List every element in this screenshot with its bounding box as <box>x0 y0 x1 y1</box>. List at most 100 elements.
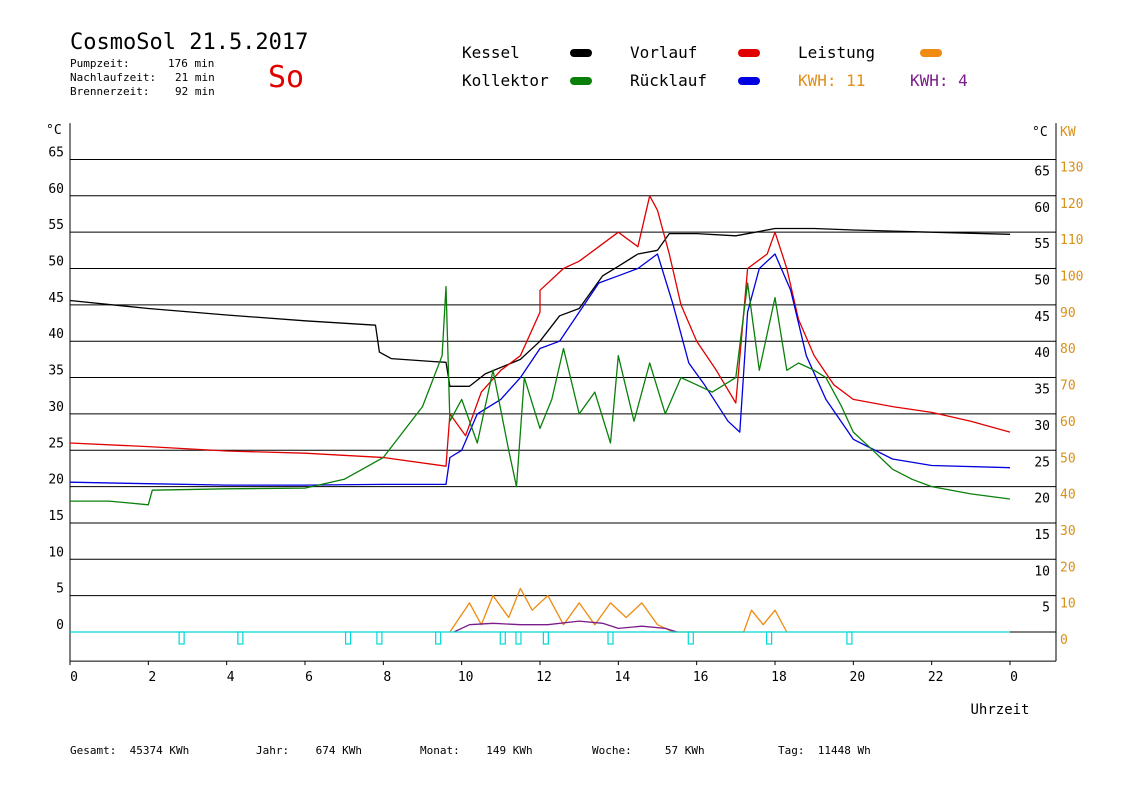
legend-ruecklauf-label: Rücklauf <box>630 71 708 90</box>
stat-brennerzeit-value: 92 min <box>175 85 215 98</box>
pump-pulse-11 <box>846 631 853 645</box>
y-tick-right-40: 40 <box>1034 346 1050 361</box>
y-tick-power-120: 120 <box>1060 197 1083 212</box>
legend-leistung-swatch <box>920 49 942 57</box>
x-tick-12: 0 <box>1010 670 1018 685</box>
legend-kollektor-label: Kollektor <box>462 71 549 90</box>
weekday-label: So <box>268 60 305 95</box>
chart-title: CosmoSol 21.5.2017 <box>70 30 309 55</box>
y-tick-power-50: 50 <box>1060 451 1076 466</box>
y-tick-right-60: 60 <box>1034 201 1050 216</box>
footer-monat: Monat: 149 KWh <box>420 744 533 757</box>
x-tick-6: 12 <box>536 670 552 685</box>
x-tick-3: 6 <box>305 670 313 685</box>
x-tick-11: 22 <box>928 670 944 685</box>
y-tick-right-30: 30 <box>1034 419 1050 434</box>
y-tick-power-20: 20 <box>1060 560 1076 575</box>
x-tick-7: 14 <box>615 670 631 685</box>
pump-pulse-9 <box>687 631 694 645</box>
pump-pulse-1 <box>237 631 244 645</box>
stat-pumpzeit-label: Pumpzeit: <box>70 57 130 70</box>
y-tick-right-15: 15 <box>1034 528 1050 543</box>
footer-gesamt: Gesamt: 45374 KWh <box>70 744 190 757</box>
x-tick-1: 2 <box>148 670 156 685</box>
y-tick-left-40: 40 <box>48 327 64 342</box>
y-tick-left-0: 0 <box>56 618 64 633</box>
y-tick-left-55: 55 <box>48 218 64 233</box>
pump-pulse-0 <box>178 631 185 645</box>
y-tick-right-5: 5 <box>1042 601 1050 616</box>
y-tick-right-50: 50 <box>1034 274 1050 289</box>
legend-kwh-orange: KWH: 11 <box>798 71 866 90</box>
pump-pulse-4 <box>435 631 442 645</box>
series-line-0 <box>69 227 1011 387</box>
y-tick-power-30: 30 <box>1060 524 1076 539</box>
pump-pulse-7 <box>542 631 549 645</box>
legend-kwh-purple: KWH: 4 <box>910 71 968 90</box>
legend-vorlauf-label: Vorlauf <box>630 43 698 62</box>
y-tick-left-60: 60 <box>48 182 64 197</box>
pump-pulse-3 <box>376 631 383 645</box>
y-tick-left-15: 15 <box>48 509 64 524</box>
series-line-3 <box>70 282 1011 506</box>
legend-kollektor-swatch <box>570 77 592 85</box>
pump-pulse-2 <box>344 631 352 645</box>
y-tick-left-20: 20 <box>48 473 64 488</box>
y-tick-left-65: 65 <box>48 145 64 160</box>
y-tick-power-70: 70 <box>1060 379 1076 394</box>
x-tick-0: 0 <box>70 670 78 685</box>
stat-pumpzeit-value: 176 min <box>168 57 215 70</box>
legend-leistung-label: Leistung <box>798 43 876 62</box>
pump-pulse-10 <box>766 631 773 645</box>
x-axis-label: Uhrzeit <box>970 702 1029 718</box>
x-tick-8: 16 <box>693 670 709 685</box>
legend-ruecklauf-swatch <box>738 77 760 85</box>
y-tick-right-10: 10 <box>1034 564 1050 579</box>
footer-tag: Tag: 11448 Wh <box>778 744 871 757</box>
footer-jahr: Jahr: 674 KWh <box>256 744 362 757</box>
legend-kessel-label: Kessel <box>462 43 520 62</box>
y-tick-right-65: 65 <box>1034 164 1050 179</box>
series-line-1 <box>69 195 1011 467</box>
x-tick-5: 10 <box>458 670 474 685</box>
y-tick-power-60: 60 <box>1060 415 1076 430</box>
y-tick-power-130: 130 <box>1060 160 1083 175</box>
y-tick-power-80: 80 <box>1060 342 1076 357</box>
y-tick-left-5: 5 <box>56 582 64 597</box>
x-tick-9: 18 <box>771 670 787 685</box>
y-tick-left-35: 35 <box>48 364 64 379</box>
pump-pulse-5 <box>499 631 506 645</box>
y-tick-power-40: 40 <box>1060 488 1076 503</box>
x-tick-4: 8 <box>383 670 391 685</box>
series-line-4 <box>449 587 788 633</box>
stat-nachlaufzeit-value: 21 min <box>175 71 215 84</box>
y-tick-power-0: 0 <box>1060 633 1068 648</box>
y-tick-right-55: 55 <box>1034 237 1050 252</box>
series-line-2 <box>69 253 1011 486</box>
y-tick-left-45: 45 <box>48 291 64 306</box>
y-tick-right-45: 45 <box>1034 310 1050 325</box>
y-tick-right-25: 25 <box>1034 455 1050 470</box>
y-tick-right-35: 35 <box>1034 383 1050 398</box>
y-tick-power-10: 10 <box>1060 597 1076 612</box>
y-tick-left-30: 30 <box>48 400 64 415</box>
y-tick-left-10: 10 <box>48 545 64 560</box>
pump-pulse-6 <box>515 631 522 645</box>
legend-kessel-swatch <box>570 49 592 57</box>
y-tick-left-25: 25 <box>48 436 64 451</box>
y-tick-power-90: 90 <box>1060 306 1076 321</box>
stat-nachlaufzeit-label: Nachlaufzeit: <box>70 71 157 84</box>
legend-vorlauf-swatch <box>738 49 760 57</box>
y-unit-power: KW <box>1060 125 1076 140</box>
pump-pulse-8 <box>607 631 614 645</box>
y-unit-right: °C <box>1032 125 1048 140</box>
x-tick-10: 20 <box>850 670 866 685</box>
y-tick-left-50: 50 <box>48 255 64 270</box>
series-line-5 <box>453 620 678 633</box>
y-tick-power-110: 110 <box>1060 233 1083 248</box>
x-tick-2: 4 <box>227 670 235 685</box>
stat-brennerzeit-label: Brennerzeit: <box>70 85 150 98</box>
y-unit-left: °C <box>46 123 62 138</box>
footer-woche: Woche: 57 KWh <box>592 744 705 757</box>
